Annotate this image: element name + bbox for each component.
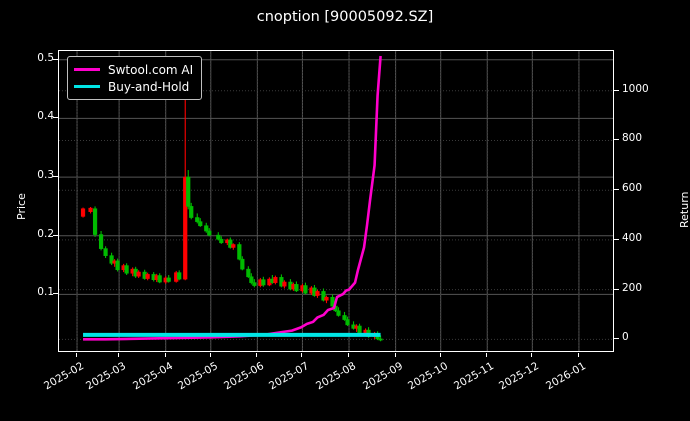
candle-body: [228, 239, 233, 248]
candle-body: [115, 260, 120, 271]
candle-body: [231, 244, 236, 248]
candle-body: [294, 284, 299, 292]
x-tick-mark-1: [118, 353, 120, 357]
plot-area: [58, 50, 614, 352]
candle-body: [92, 208, 98, 235]
x-tick-mark-3: [209, 353, 211, 357]
y-tick-right-4: 800: [622, 132, 643, 145]
candle-body: [109, 255, 114, 264]
legend-item-buy-and-hold[interactable]: Buy-and-Hold: [74, 78, 193, 95]
x-tick-mark-5: [301, 353, 303, 357]
candle-body: [246, 268, 251, 278]
candle-body: [282, 281, 287, 287]
x-tick-mark-9: [486, 353, 488, 357]
candle-body: [342, 315, 347, 320]
candle-body: [273, 277, 278, 283]
candle-body: [88, 207, 93, 212]
y-tick-mark-right-2: [614, 238, 619, 240]
candle-body: [219, 238, 224, 244]
candle-body: [177, 272, 182, 280]
y-tick-mark-left-1: [53, 234, 58, 236]
candle-body: [189, 206, 194, 218]
candle-body: [252, 282, 257, 286]
candle-body: [195, 217, 200, 222]
candle-body: [145, 274, 150, 279]
y-tick-right-5: 1000: [622, 82, 649, 95]
candle-body: [336, 310, 341, 316]
candle-body: [80, 208, 86, 217]
y-tick-right-3: 600: [622, 182, 643, 195]
candle-body: [345, 319, 350, 326]
y-axis-left-label: Price: [15, 193, 28, 220]
x-tick-mark-11: [577, 353, 579, 357]
x-tick-mark-6: [348, 353, 350, 357]
candle-body: [216, 234, 221, 240]
y-tick-mark-left-4: [53, 58, 58, 60]
x-tick-mark-7: [394, 353, 396, 357]
y-tick-mark-left-3: [53, 117, 58, 119]
y-tick-mark-left-0: [53, 293, 58, 295]
candle-body: [98, 234, 104, 249]
legend-label-ai: Swtool.com AI: [108, 62, 194, 77]
plot-canvas: [59, 51, 613, 351]
candle-body: [186, 176, 191, 207]
x-tick-mark-4: [256, 353, 258, 357]
y-axis-right-label: Return: [678, 191, 690, 228]
candle-body: [378, 338, 383, 341]
y-tick-left-4: 0.5: [37, 51, 54, 64]
chart-title: cnoption [90005092.SZ]: [256, 9, 434, 25]
y-tick-left-1: 0.2: [37, 227, 54, 240]
candle-body: [330, 296, 335, 307]
legend-swatch-buy-and-hold: [74, 85, 100, 88]
candle-body: [136, 271, 141, 277]
candle-body: [315, 291, 320, 296]
y-tick-left-0: 0.1: [37, 286, 54, 299]
candle-body: [103, 248, 108, 256]
candle-body: [303, 285, 308, 294]
candle-body: [249, 276, 254, 283]
candle-body: [166, 277, 171, 282]
candle-body: [324, 296, 329, 301]
legend-swatch-ai: [74, 68, 100, 71]
y-tick-left-3: 0.4: [37, 110, 54, 123]
y-tick-left-2: 0.3: [37, 169, 54, 182]
candlestick-series: [80, 59, 383, 342]
series-line-swtool-com-ai: [83, 55, 382, 341]
y-tick-right-2: 400: [622, 231, 643, 244]
candle-body: [183, 176, 188, 280]
y-tick-mark-right-3: [614, 189, 619, 191]
y-tick-mark-right-5: [614, 89, 619, 91]
chart-legend: Swtool.com AI Buy-and-Hold: [67, 56, 203, 100]
legend-label-buy-and-hold: Buy-and-Hold: [108, 79, 190, 94]
candle-body: [204, 225, 209, 232]
candle-body: [240, 258, 245, 270]
x-tick-mark-0: [76, 353, 78, 357]
y-tick-mark-right-4: [614, 139, 619, 141]
candle-body: [124, 265, 129, 274]
y-tick-mark-right-0: [614, 338, 619, 340]
y-tick-mark-right-1: [614, 288, 619, 290]
y-tick-mark-left-2: [53, 176, 58, 178]
legend-item-ai[interactable]: Swtool.com AI: [74, 61, 193, 78]
x-tick-mark-8: [439, 353, 441, 357]
y-tick-right-1: 200: [622, 281, 643, 294]
candle-body: [261, 279, 266, 286]
candle-body: [157, 275, 162, 283]
candle-body: [237, 244, 242, 260]
candle-body: [357, 325, 362, 334]
candle-body: [321, 291, 326, 301]
x-tick-mark-10: [531, 353, 533, 357]
x-tick-mark-2: [164, 353, 166, 357]
candle-body: [207, 230, 212, 236]
candle-body: [198, 221, 203, 227]
y-tick-right-0: 0: [622, 331, 629, 344]
